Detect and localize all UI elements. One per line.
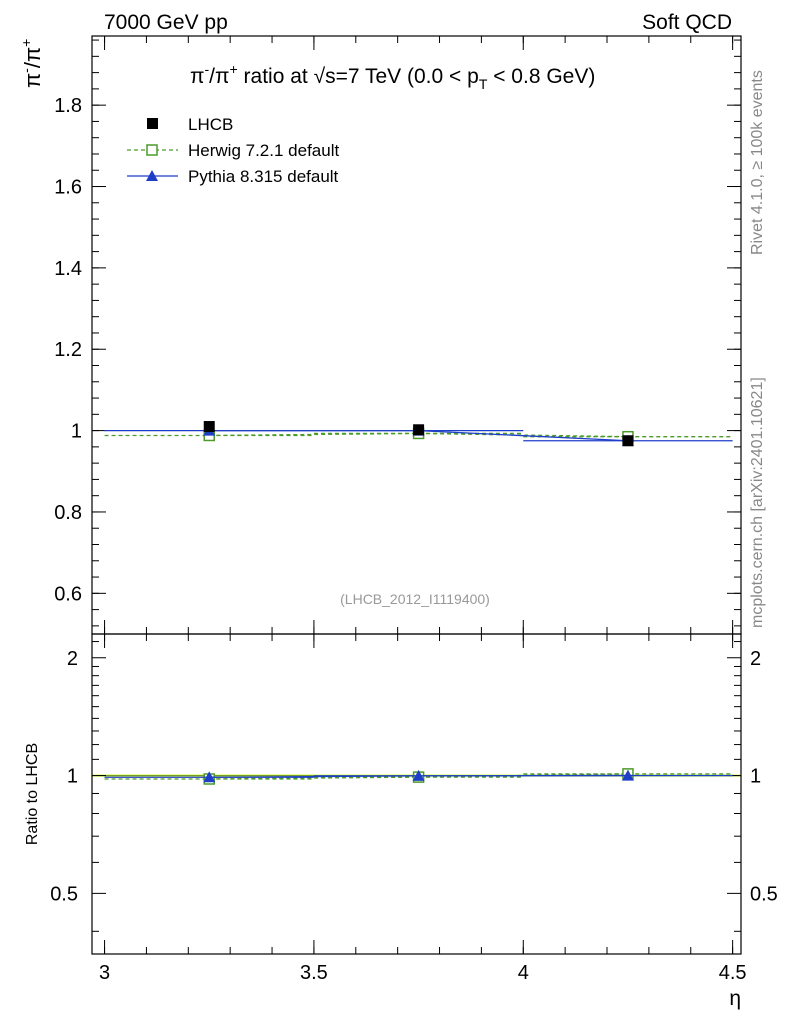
main-series bbox=[104, 421, 733, 447]
legend-herwig-label: Herwig 7.2.1 default bbox=[188, 141, 339, 160]
collision-label: 7000 GeV pp bbox=[104, 11, 228, 34]
ylabel-slash-pi: /π bbox=[20, 47, 45, 68]
title-pi: π bbox=[190, 65, 205, 88]
lhcb-point bbox=[413, 424, 425, 436]
ratio-series bbox=[104, 768, 733, 785]
main-ytick-label: 1 bbox=[71, 421, 82, 443]
lhcb-point bbox=[203, 421, 215, 433]
legend-herwig-marker bbox=[146, 144, 158, 156]
ylabel-plus: + bbox=[18, 39, 34, 47]
main-ytick-label: 0.8 bbox=[54, 502, 82, 524]
main-minor-ticks bbox=[92, 39, 741, 627]
ratio-yaxis: 0.5 0.5 1 1 2 2 bbox=[50, 648, 778, 906]
ratio-ytick-label-right: 2 bbox=[750, 648, 761, 670]
analysis-annotation: (LHCB_2012_I1119400) bbox=[340, 591, 490, 607]
ratio-minor-ticks bbox=[92, 641, 741, 932]
ratio-panel: 0.5 0.5 1 1 2 2 3 3.5 4 4.5 Ratio to LHCB η bbox=[24, 36, 778, 1010]
title-plus: + bbox=[230, 61, 238, 77]
legend-pythia-label: Pythia 8.315 default bbox=[188, 167, 339, 186]
legend-lhcb-marker bbox=[147, 118, 158, 129]
title-sub-t: T bbox=[479, 76, 488, 92]
lhcb-point bbox=[622, 435, 634, 447]
ylabel-minus: - bbox=[18, 68, 34, 73]
title-minus: - bbox=[205, 61, 210, 77]
ylabel-pi: π bbox=[20, 73, 45, 88]
ratio-ytick-label-right: 0.5 bbox=[750, 883, 778, 905]
mcplots-label: mcplots.cern.ch [arXiv:2401.10621] bbox=[749, 377, 766, 628]
legend: LHCB Herwig 7.2.1 default Pythia 8.315 d… bbox=[127, 115, 339, 186]
title-text1: ratio at bbox=[238, 65, 314, 88]
ratio-ylabel: Ratio to LHCB bbox=[24, 743, 41, 845]
ratio-ytick-label: 2 bbox=[67, 648, 78, 670]
title-sqrt: √ bbox=[314, 65, 326, 88]
xaxis-label-eta: η bbox=[729, 987, 741, 1010]
ratio-ytick-label: 0.5 bbox=[50, 883, 78, 905]
title-text2: s=7 TeV (0.0 < p bbox=[325, 65, 479, 88]
legend-pythia-marker bbox=[146, 170, 158, 181]
main-ytick-label: 0.6 bbox=[54, 583, 82, 605]
main-ytick-label: 1.8 bbox=[54, 95, 82, 117]
main-ytick-label: 1.2 bbox=[54, 339, 82, 361]
xtick-label: 3.5 bbox=[300, 962, 328, 984]
xtick-label: 4.5 bbox=[719, 962, 747, 984]
pythia-point bbox=[621, 769, 634, 781]
xtick-label: 4 bbox=[518, 962, 529, 984]
main-yaxis: 0.6 0.8 1 1.2 1.4 1.6 1.8 bbox=[54, 95, 741, 605]
ratio-ytick-label: 1 bbox=[67, 766, 78, 788]
pythia-point bbox=[412, 769, 425, 781]
main-ylabel: π-/π+ bbox=[18, 39, 45, 88]
ratio-frame bbox=[91, 633, 742, 955]
xtick-label: 3 bbox=[99, 962, 110, 984]
main-ytick-label: 1.4 bbox=[54, 258, 82, 280]
title-slash-pi: /π bbox=[209, 65, 229, 88]
title-text3: < 0.8 GeV) bbox=[487, 65, 595, 88]
ratio-ytick-label-right: 1 bbox=[750, 766, 761, 788]
pythia-point bbox=[203, 771, 216, 783]
main-title: π-/π+ ratio at √s=7 TeV (0.0 < pT < 0.8 … bbox=[190, 61, 595, 92]
category-label: Soft QCD bbox=[642, 11, 732, 34]
ratio-xaxis: 3 3.5 4 4.5 bbox=[99, 36, 747, 984]
main-panel: 0.60.811.21.41.61.8 π-/π+ π-/π+ ratio at… bbox=[18, 35, 742, 635]
rivet-label: Rivet 4.1.0, ≥ 100k events bbox=[749, 70, 766, 255]
legend-lhcb-label: LHCB bbox=[188, 115, 233, 134]
main-ytick-label: 1.6 bbox=[54, 177, 82, 199]
